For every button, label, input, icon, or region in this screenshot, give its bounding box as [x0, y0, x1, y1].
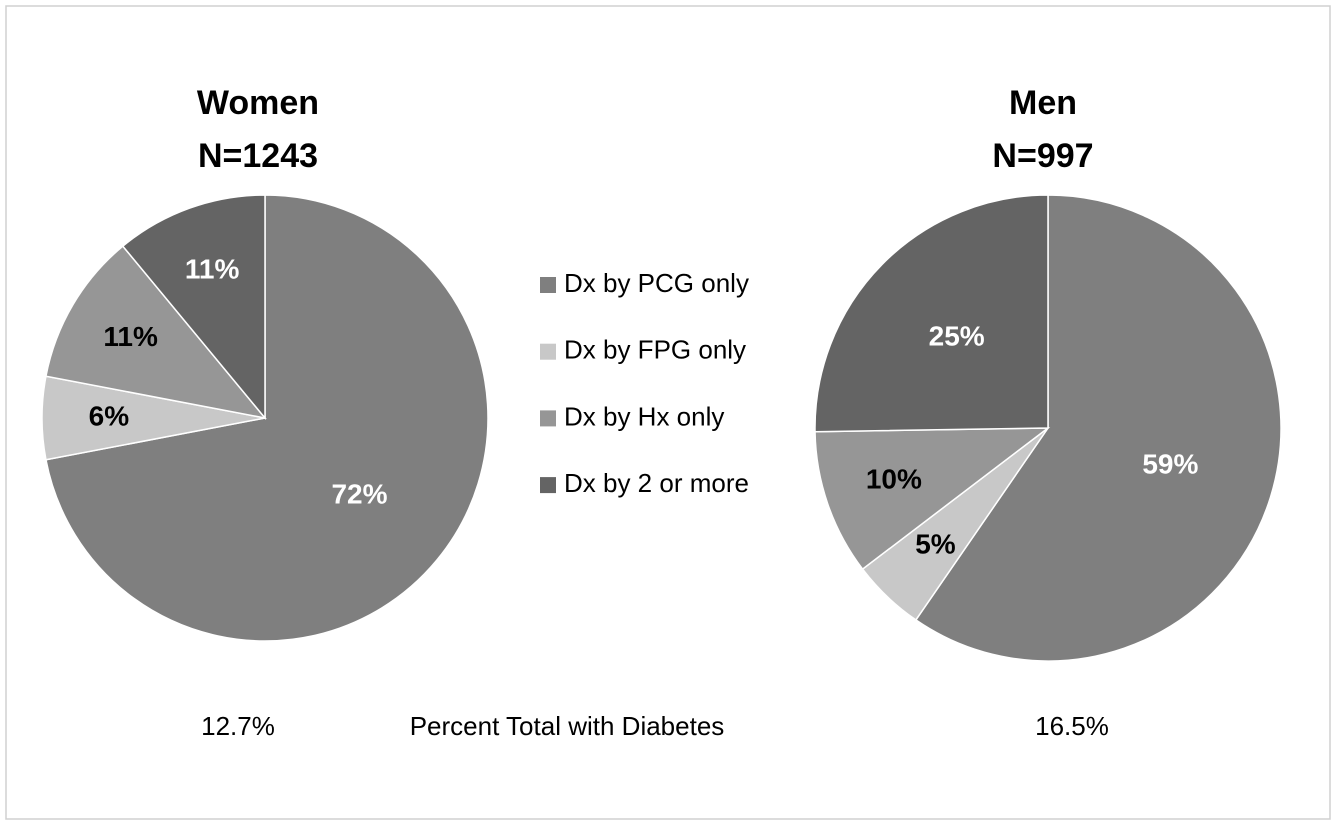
legend-label: Dx by Hx only: [564, 401, 724, 431]
value-label: 11%: [103, 321, 158, 352]
pie-slice: [45, 194, 489, 642]
chart-title: Men: [1009, 84, 1077, 122]
chart-title: Women: [197, 84, 319, 122]
value-label: 72%: [331, 479, 387, 510]
value-label: 59%: [1142, 448, 1198, 479]
value-label: 6%: [89, 400, 130, 431]
value-label: 11%: [185, 254, 240, 285]
legend-swatch: [540, 477, 556, 494]
legend-swatch: [540, 277, 556, 293]
total-label: 12.7%: [201, 711, 275, 741]
value-label: 25%: [929, 320, 985, 351]
total-label: 16.5%: [1035, 711, 1109, 741]
legend-label: Dx by 2 or more: [564, 468, 749, 498]
legend-label: Dx by FPG only: [564, 335, 746, 365]
pie-slice: [914, 194, 1282, 662]
legend-swatch: [540, 343, 556, 360]
chart-subtitle: N=997: [992, 137, 1093, 175]
value-label: 10%: [866, 464, 922, 495]
pie-slice: [45, 245, 267, 420]
pie-slice: [814, 427, 1051, 571]
footer-label: Percent Total with Diabetes: [410, 711, 725, 741]
chart-subtitle: N=1243: [198, 137, 318, 175]
pie-slice: [121, 194, 266, 421]
legend-label: Dx by PCG only: [564, 268, 749, 298]
legend-swatch: [540, 410, 556, 427]
value-label: 5%: [915, 528, 956, 559]
pie-slice: [814, 194, 1049, 433]
